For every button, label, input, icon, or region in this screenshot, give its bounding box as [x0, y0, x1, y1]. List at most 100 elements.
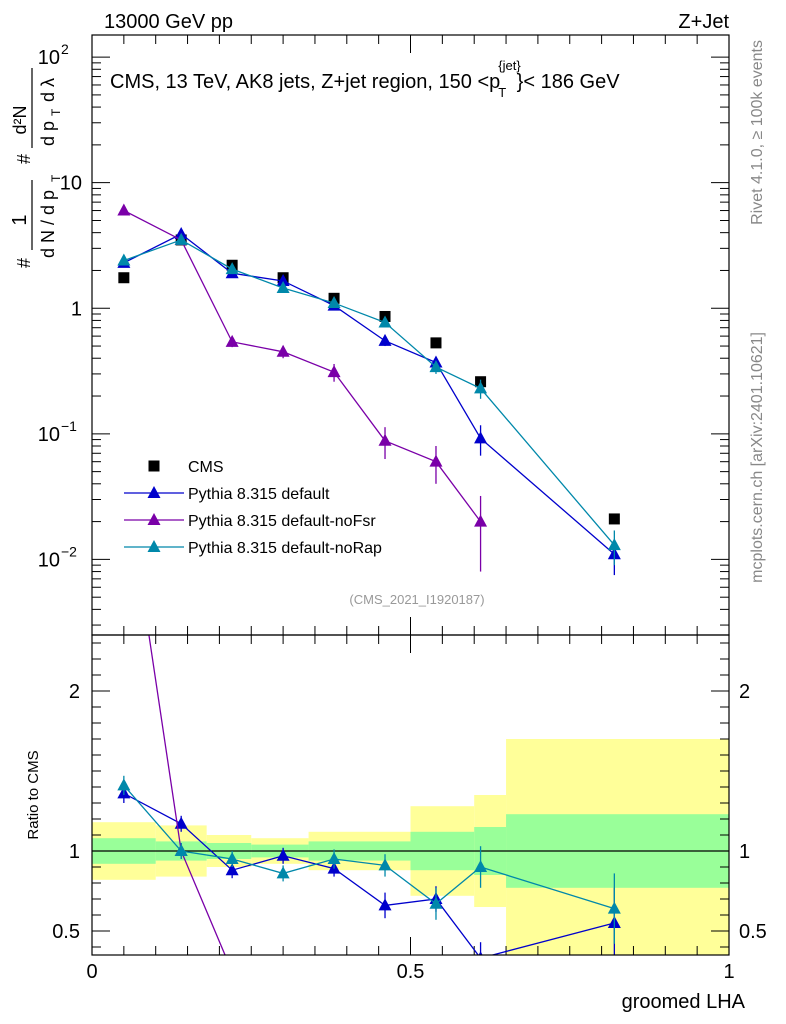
- ratio-y-tick-label: 1: [69, 841, 80, 863]
- ratio-point: [429, 896, 443, 909]
- mcplots-label: mcplots.cern.ch [arXiv:2401.10621]: [749, 332, 766, 583]
- ylabel-one: 1: [9, 214, 31, 225]
- data-point: [474, 431, 488, 444]
- data-point: [174, 232, 188, 245]
- title-suffix: }< 186 GeV: [517, 71, 621, 93]
- ratio-point: [117, 460, 130, 472]
- ratio-point: [328, 962, 341, 974]
- data-point: [327, 296, 341, 309]
- ratio-point: [474, 991, 487, 1003]
- ratio-point: [225, 863, 239, 876]
- ratio-y-tick-label-right: 0.5: [739, 921, 767, 943]
- ratio-point: [226, 965, 239, 977]
- data-point: [378, 333, 392, 346]
- main-y-tick-label: 10: [60, 173, 82, 195]
- data-point: [225, 262, 239, 275]
- ratio-y-tick-label-right: 2: [739, 681, 750, 703]
- ratio-point: [277, 963, 290, 975]
- main-series-layer: [117, 203, 621, 576]
- data-point: [276, 280, 290, 293]
- data-point: [225, 334, 239, 347]
- ylabel-dlambda: d λ: [38, 78, 58, 102]
- ratio-point: [378, 898, 392, 911]
- x-tick-label: 0: [86, 961, 97, 983]
- ratio-point: [276, 848, 290, 861]
- legend-label: Pythia 8.315 default: [188, 486, 330, 503]
- ratio-point: [327, 852, 341, 864]
- data-point: [117, 203, 131, 216]
- analysis-id-label: (CMS_2021_I1920187): [349, 592, 484, 607]
- ylabel-dpt-sub: T: [49, 108, 63, 116]
- title-subscript: T: [498, 85, 506, 100]
- legend-entry-1: Pythia 8.315 default: [124, 486, 330, 503]
- data-point: [429, 360, 443, 373]
- ratio-y-tick-label-right: 1: [739, 841, 750, 863]
- ylabel-hash-1: #: [14, 258, 34, 268]
- data-point: [474, 381, 488, 394]
- ratio-y-tick-label: 2: [69, 681, 80, 703]
- data-point: [607, 538, 621, 551]
- main-series-3: [117, 232, 621, 566]
- main-title: CMS, 13 TeV, AK8 jets, Z+jet region, 150…: [110, 58, 620, 100]
- legend-label: Pythia 8.315 default-noFsr: [188, 513, 376, 530]
- series-line: [123, 233, 615, 555]
- legend-marker: [148, 460, 160, 472]
- main-axis-ticks: [91, 35, 730, 635]
- ylabel-dpt: d p: [38, 121, 58, 146]
- energy-label: 13000 GeV pp: [104, 11, 233, 33]
- main-y-axis-label: # 1 d N / d p T # d²N d p T d λ: [9, 68, 63, 268]
- ratio-point: [174, 844, 188, 856]
- ratio-line: [148, 635, 226, 955]
- legend-label: CMS: [188, 459, 224, 476]
- main-y-tick-label-exp: −2: [61, 543, 77, 559]
- legend-label: Pythia 8.315 default-noRap: [188, 540, 382, 557]
- data-point: [327, 365, 341, 378]
- main-y-tick-label-base: 10: [38, 549, 60, 571]
- data-point: [276, 344, 290, 357]
- main-y-tick-label-base: 10: [38, 47, 60, 69]
- legend-marker: [147, 486, 161, 498]
- ratio-plot-frame: [91, 634, 730, 956]
- title-superscript: {jet}: [498, 58, 521, 73]
- ratio-point: [429, 986, 442, 998]
- data-point: [117, 253, 131, 266]
- ratio-panel: [91, 460, 730, 1003]
- ratio-point: [607, 901, 621, 914]
- title-prefix: CMS, 13 TeV, AK8 jets, Z+jet region, 150…: [110, 71, 500, 93]
- legend-marker: [147, 513, 161, 525]
- ratio-y-axis-label: Ratio to CMS: [25, 750, 42, 839]
- series-line: [123, 209, 482, 522]
- ylabel-dn-dpt: d N / d p: [38, 190, 58, 258]
- ratio-series-layer: [117, 460, 621, 1003]
- data-point: [118, 272, 130, 284]
- ratio-tick-labels: 0.5 0.51 12 20 0.5 1: [52, 681, 767, 983]
- process-label: Z+Jet: [678, 11, 729, 33]
- ratio-point: [225, 852, 239, 864]
- ratio-point: [276, 866, 290, 879]
- data-point: [378, 433, 392, 446]
- x-tick-label: 0.5: [397, 961, 425, 983]
- x-tick-label: 1: [723, 961, 734, 983]
- legend: CMS Pythia 8.315 default Pythia 8.315 defa…: [124, 459, 382, 557]
- data-point: [378, 315, 392, 328]
- ratio-series-3: [117, 775, 621, 944]
- main-y-tick-label-base: 10: [38, 424, 60, 446]
- ratio-series-2: [117, 460, 487, 1003]
- legend-entry-0: CMS: [148, 459, 224, 476]
- main-series-0: [118, 234, 620, 525]
- data-point: [430, 337, 442, 349]
- ylabel-d2n: d²N: [10, 105, 30, 134]
- ratio-point: [378, 858, 392, 871]
- x-axis-label: groomed LHA: [622, 991, 746, 1013]
- main-y-tick-label: 1: [71, 298, 82, 320]
- rivet-version-label: Rivet 4.1.0, ≥ 100k events: [749, 40, 766, 225]
- ratio-point: [379, 988, 392, 1000]
- ratio-point: [478, 951, 483, 955]
- ratio-y-tick-label: 0.5: [52, 921, 80, 943]
- main-y-tick-label-exp: −1: [61, 418, 77, 434]
- data-point: [474, 514, 488, 527]
- data-point: [608, 513, 620, 525]
- legend-entry-2: Pythia 8.315 default-noFsr: [124, 513, 376, 530]
